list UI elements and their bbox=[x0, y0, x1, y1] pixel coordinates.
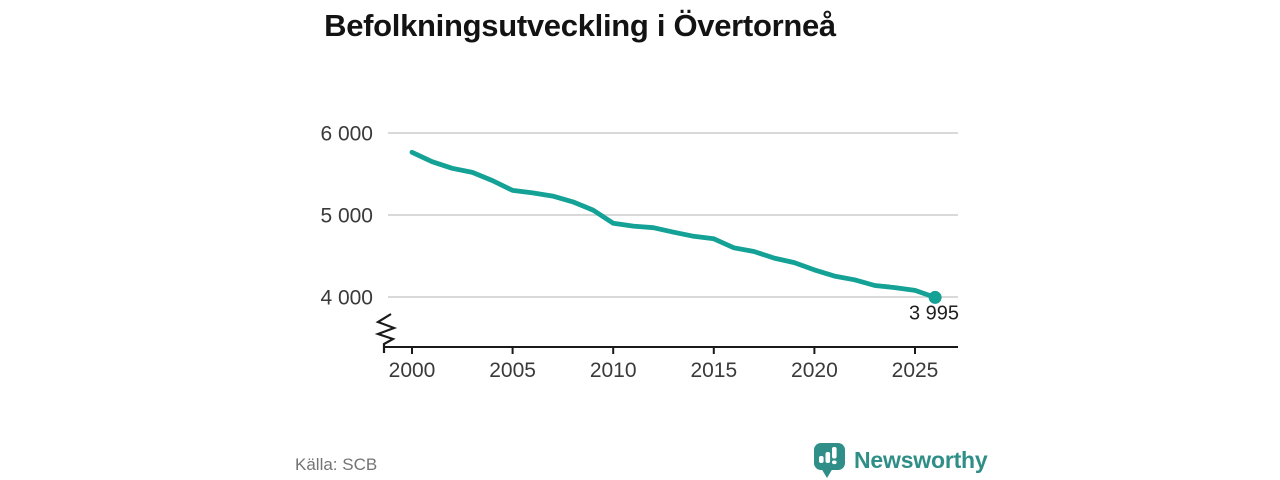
last-point-dot bbox=[928, 290, 942, 304]
x-tick-label: 2015 bbox=[690, 359, 737, 382]
newsworthy-speech-bubble-barchart-icon bbox=[814, 443, 845, 478]
source-note: Källa: SCB bbox=[295, 455, 378, 474]
x-tick-label: 2025 bbox=[892, 359, 939, 382]
axis-break-icon bbox=[374, 313, 398, 353]
y-tick-label: 4 000 bbox=[320, 287, 373, 310]
x-tick-label: 2000 bbox=[389, 359, 436, 382]
newsworthy-logo[interactable]: Newsworthy bbox=[813, 442, 988, 479]
chart-title: Befolkningsutveckling i Övertorneå bbox=[324, 8, 836, 43]
y-tick-label: 5 000 bbox=[320, 205, 373, 228]
newsworthy-logo-text: Newsworthy bbox=[854, 447, 988, 473]
x-tick-label: 2010 bbox=[590, 359, 637, 382]
x-tick-label: 2005 bbox=[489, 359, 536, 382]
x-tick-label: 2020 bbox=[791, 359, 838, 382]
population-line bbox=[409, 149, 938, 300]
y-tick-label: 6 000 bbox=[320, 123, 373, 146]
last-value-label: 3 995 bbox=[909, 302, 959, 324]
